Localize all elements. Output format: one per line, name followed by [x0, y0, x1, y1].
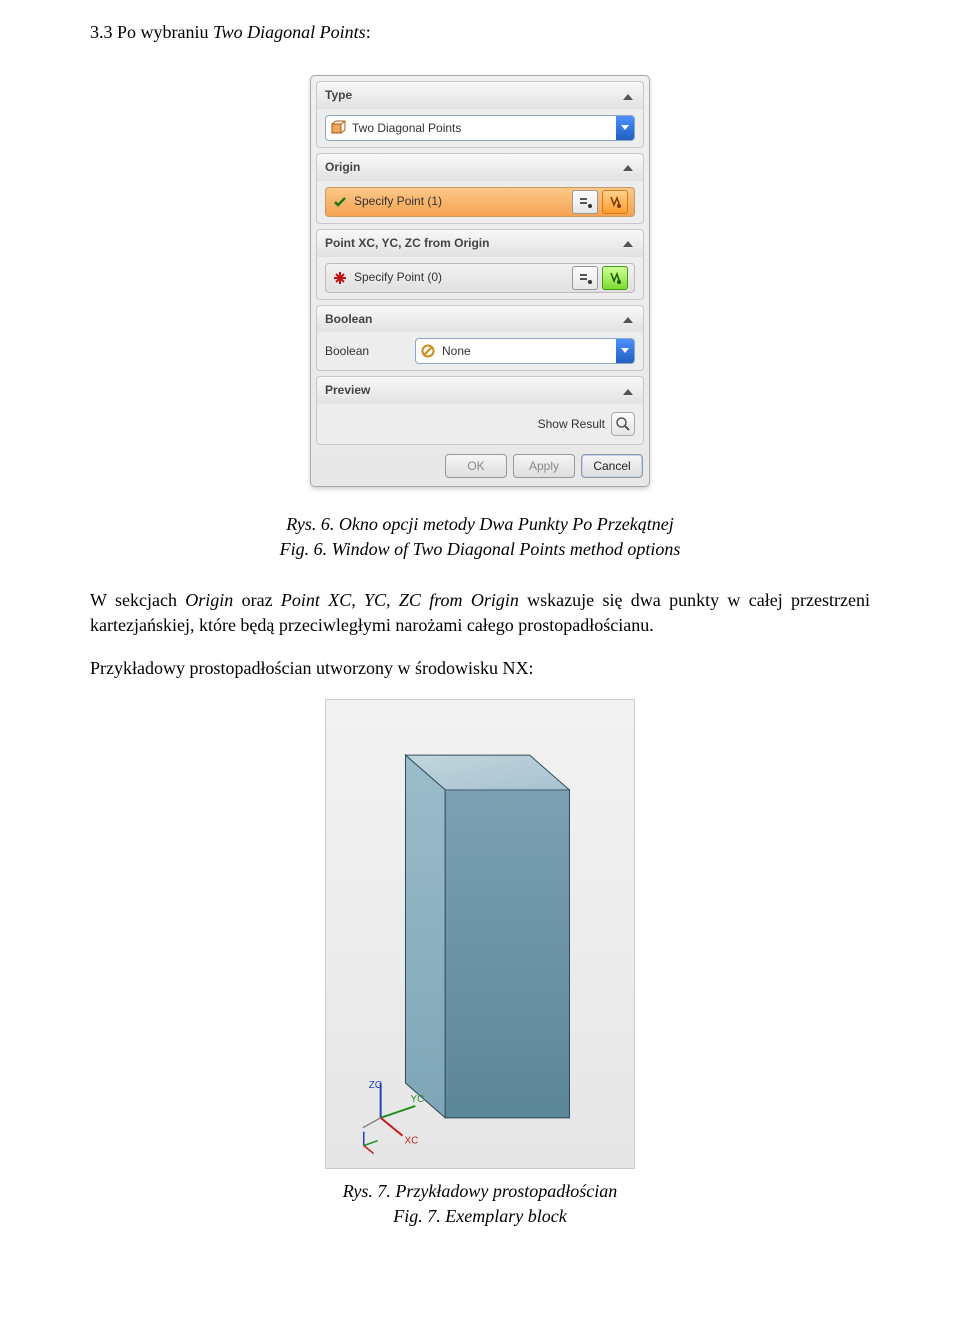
- body-paragraph-1: W sekcjach Origin oraz Point XC, YC, ZC …: [90, 588, 870, 638]
- section-type-title: Type: [325, 87, 352, 104]
- section-preview-header[interactable]: Preview: [317, 377, 643, 404]
- dialog-button-row: OK Apply Cancel: [311, 450, 649, 478]
- section-heading: 3.3 Po wybraniu Two Diagonal Points:: [90, 20, 870, 45]
- section-preview-title: Preview: [325, 382, 370, 399]
- section-pointxyz-title: Point XC, YC, ZC from Origin: [325, 235, 489, 252]
- chevron-up-icon: [621, 384, 635, 398]
- heading-pre: 3.3 Po wybraniu: [90, 22, 213, 42]
- figure-6-caption-line2: Fig. 6. Window of Two Diagonal Points me…: [280, 539, 681, 559]
- figure-7-wrap: ZC YC XC: [90, 699, 870, 1169]
- boolean-combo-value: None: [442, 343, 471, 360]
- dropdown-icon: [616, 116, 634, 140]
- infer-point-icon[interactable]: [602, 266, 628, 290]
- section-origin: Origin Specify Point (1): [316, 153, 644, 224]
- dropdown-icon: [616, 339, 634, 363]
- specify-point-xyz-button[interactable]: Specify Point (0): [325, 263, 635, 293]
- section-boolean: Boolean Boolean None: [316, 305, 644, 372]
- specify-point-origin-button[interactable]: Specify Point (1): [325, 187, 635, 217]
- chevron-up-icon: [621, 160, 635, 174]
- heading-post: :: [366, 22, 371, 42]
- section-origin-title: Origin: [325, 159, 360, 176]
- ok-button[interactable]: OK: [445, 454, 507, 478]
- section-type-header[interactable]: Type: [317, 82, 643, 109]
- section-boolean-header[interactable]: Boolean: [317, 306, 643, 333]
- axis-x-label: XC: [404, 1136, 418, 1147]
- specify-point-origin-label: Specify Point (1): [354, 193, 442, 210]
- block-dialog: Type Two Diagonal Points Origin: [310, 75, 650, 487]
- axis-z-label: ZC: [369, 1080, 382, 1091]
- section-boolean-title: Boolean: [325, 311, 372, 328]
- apply-button[interactable]: Apply: [513, 454, 575, 478]
- block-3d-svg: ZC YC XC: [326, 700, 634, 1168]
- point-dialog-icon[interactable]: [572, 190, 598, 214]
- infer-point-icon[interactable]: [602, 190, 628, 214]
- figure-7-render: ZC YC XC: [325, 699, 635, 1169]
- chevron-up-icon: [621, 89, 635, 103]
- show-result-button[interactable]: [611, 412, 635, 436]
- cancel-button[interactable]: Cancel: [581, 454, 643, 478]
- figure-7-caption: Rys. 7. Przykładowy prostopadłościan Fig…: [90, 1179, 870, 1229]
- specify-point-xyz-label: Specify Point (0): [354, 269, 442, 286]
- check-icon: [332, 194, 348, 210]
- heading-italic: Two Diagonal Points: [213, 22, 366, 42]
- type-combo[interactable]: Two Diagonal Points: [325, 115, 635, 141]
- show-result-label: Show Result: [538, 416, 605, 433]
- section-type: Type Two Diagonal Points: [316, 81, 644, 148]
- block-icon: [330, 120, 346, 136]
- chevron-up-icon: [621, 236, 635, 250]
- axis-y-label: YC: [410, 1094, 424, 1105]
- point-dialog-icon[interactable]: [572, 266, 598, 290]
- section-pointxyz: Point XC, YC, ZC from Origin Specify Poi…: [316, 229, 644, 300]
- boolean-label: Boolean: [325, 343, 415, 360]
- figure-7-caption-line2: Fig. 7. Exemplary block: [393, 1206, 566, 1226]
- dialog-panel-wrap: Type Two Diagonal Points Origin: [90, 75, 870, 487]
- chevron-up-icon: [621, 312, 635, 326]
- section-pointxyz-header[interactable]: Point XC, YC, ZC from Origin: [317, 230, 643, 257]
- section-preview: Preview Show Result: [316, 376, 644, 445]
- magnifier-icon: [615, 416, 631, 432]
- type-combo-value: Two Diagonal Points: [352, 120, 461, 137]
- none-icon: [420, 343, 436, 359]
- section-origin-header[interactable]: Origin: [317, 154, 643, 181]
- asterisk-icon: [332, 270, 348, 286]
- body-paragraph-2: Przykładowy prostopadłościan utworzony w…: [90, 656, 870, 681]
- figure-6-caption: Rys. 6. Okno opcji metody Dwa Punkty Po …: [90, 512, 870, 562]
- figure-6-caption-line1: Rys. 6. Okno opcji metody Dwa Punkty Po …: [286, 514, 674, 534]
- boolean-combo[interactable]: None: [415, 338, 635, 364]
- figure-7-caption-line1: Rys. 7. Przykładowy prostopadłościan: [343, 1181, 617, 1201]
